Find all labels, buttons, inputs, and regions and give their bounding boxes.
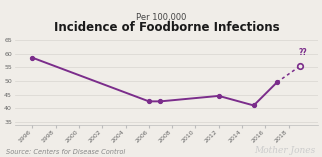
Title: Incidence of Foodborne Infections: Incidence of Foodborne Infections (53, 22, 279, 34)
Text: Source: Centers for Disease Control: Source: Centers for Disease Control (6, 149, 126, 155)
Text: ??: ?? (298, 48, 307, 57)
Text: Mother Jones: Mother Jones (254, 146, 316, 155)
Text: Per 100,000: Per 100,000 (136, 13, 186, 22)
